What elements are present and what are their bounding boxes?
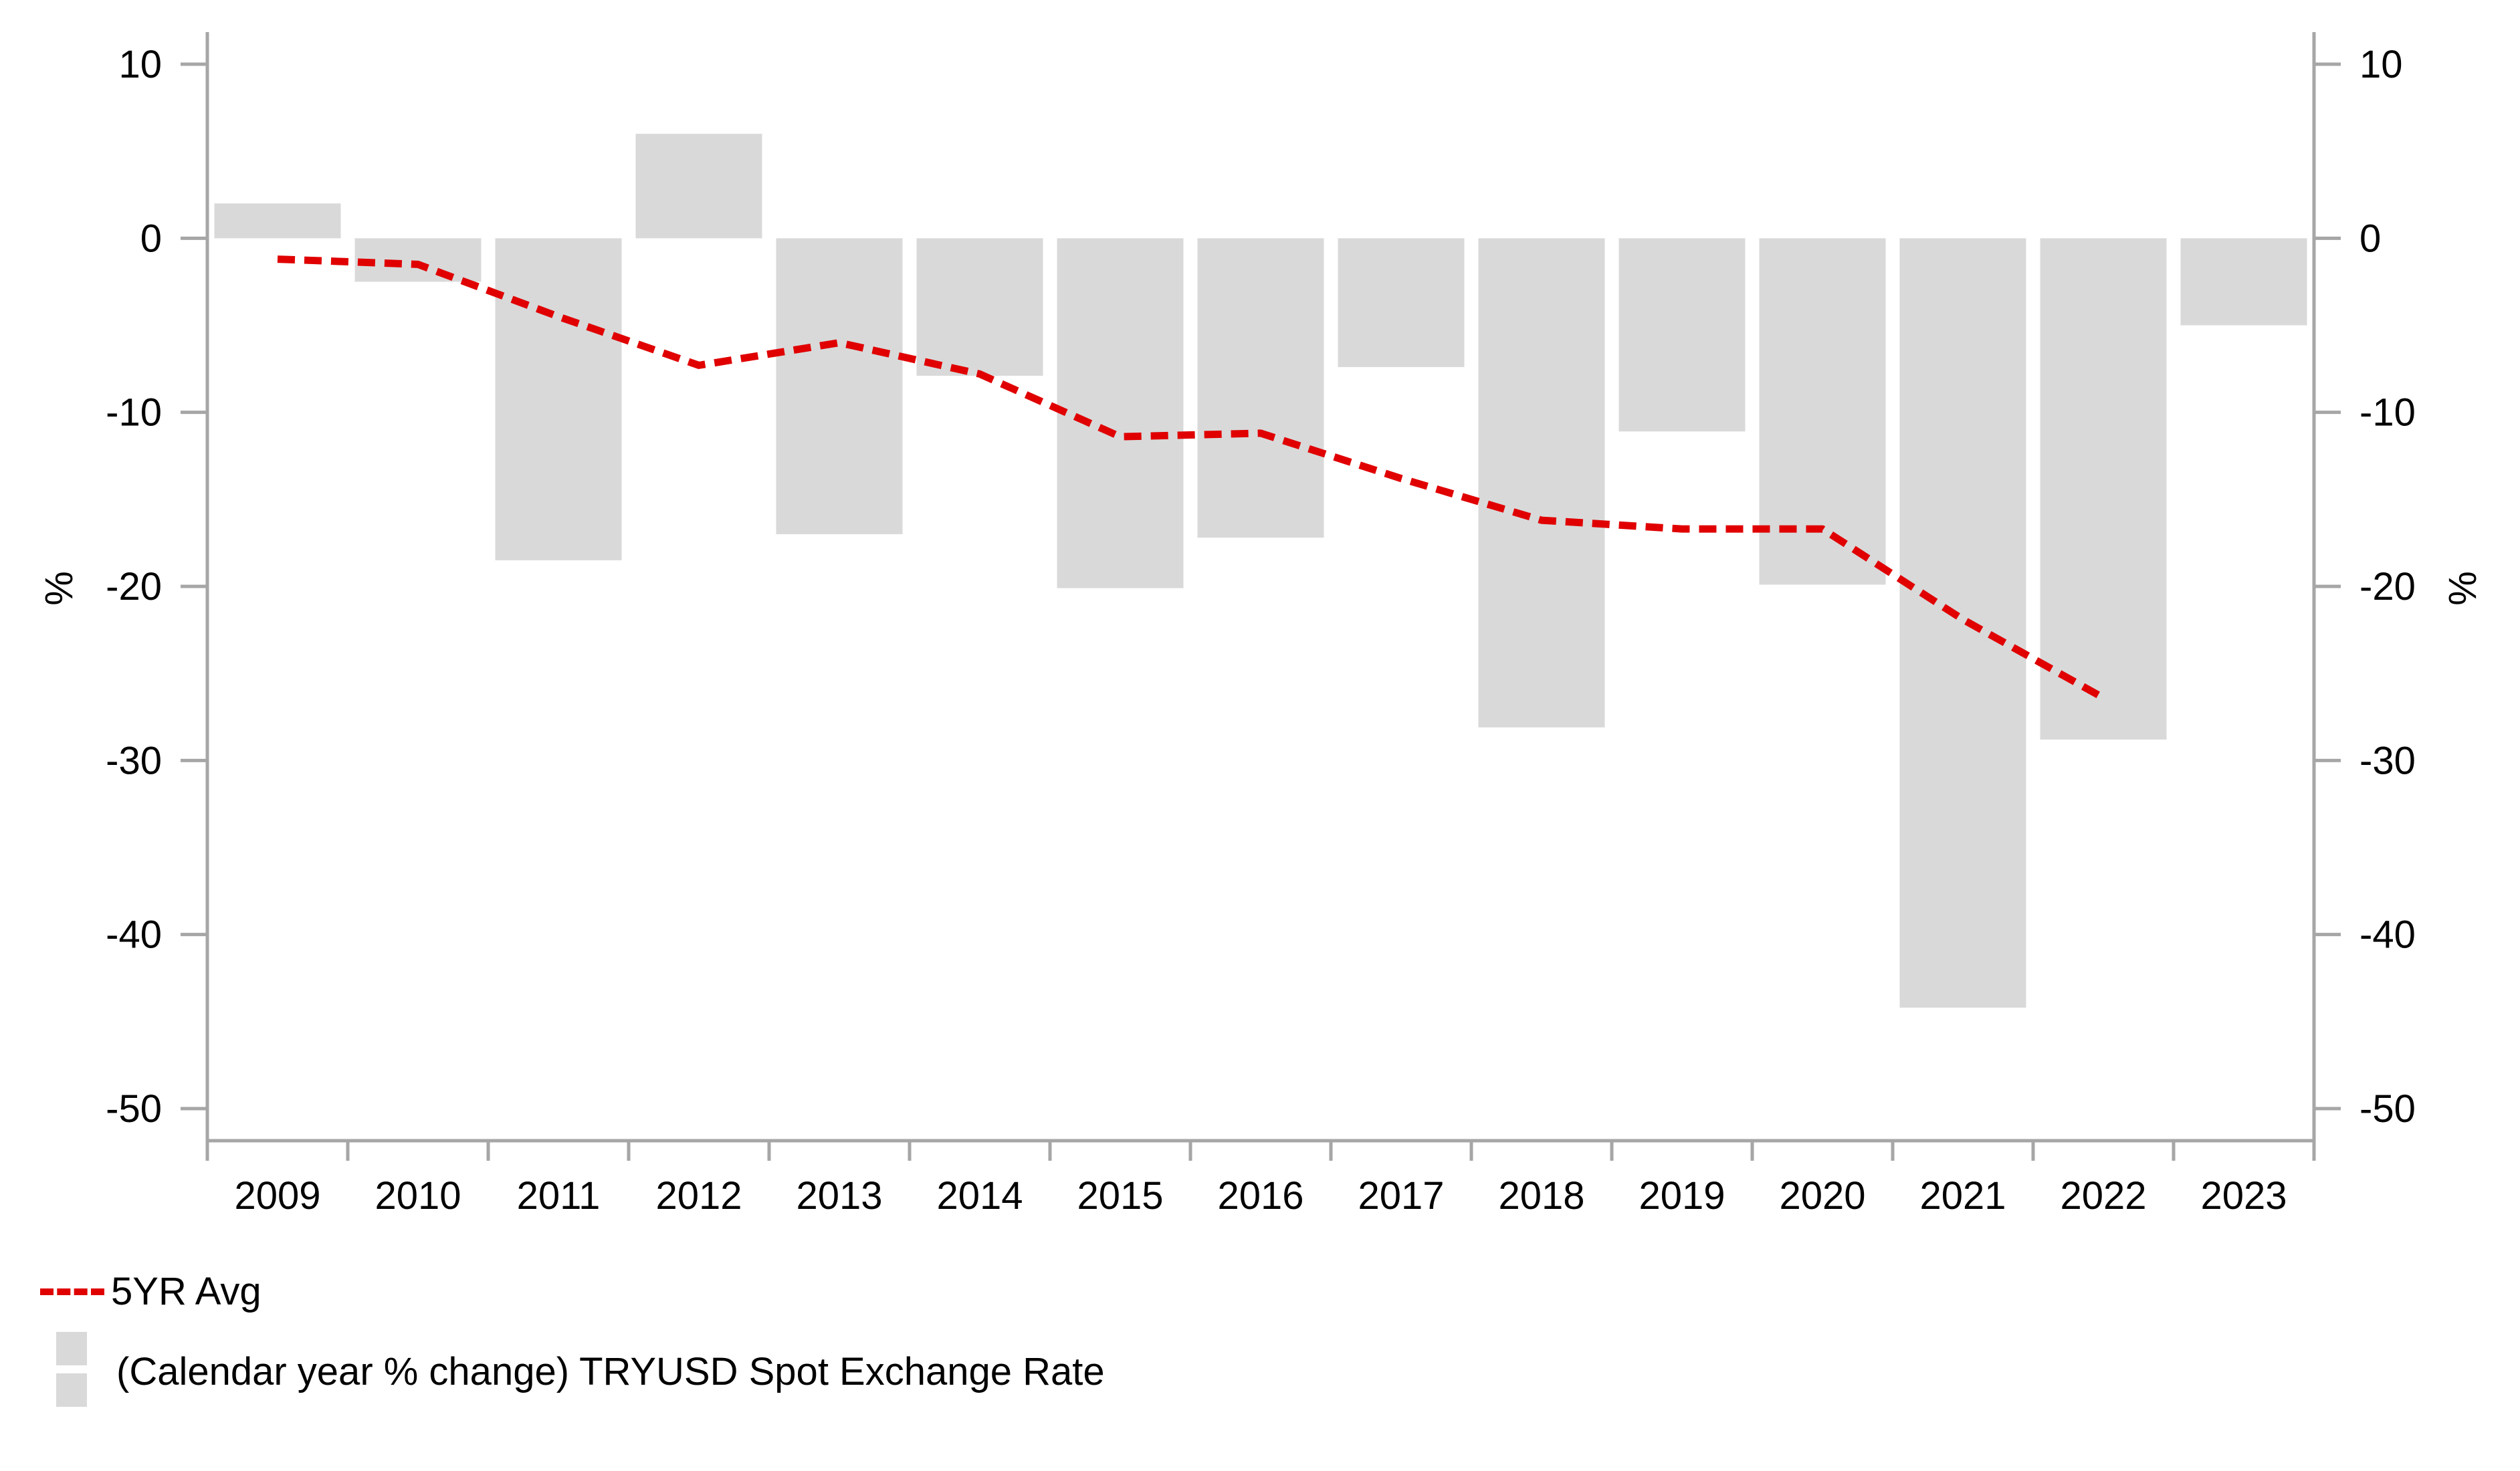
line-series <box>277 255 2105 701</box>
y-tick-label-left: -40 <box>106 913 162 957</box>
x-tick-label-2010: 2010 <box>375 1174 461 1218</box>
x-tick-label-2023: 2023 <box>2200 1174 2287 1218</box>
y-tick-label-left: 10 <box>118 43 162 86</box>
y-axis-title-right: % <box>2441 571 2485 606</box>
x-tick-label-2021: 2021 <box>1919 1174 2006 1218</box>
bar-2012 <box>635 134 762 239</box>
x-tick-label-2018: 2018 <box>1498 1174 1584 1218</box>
x-tick-label-2016: 2016 <box>1217 1174 1303 1218</box>
y-tick-label-right: -10 <box>2359 391 2416 435</box>
bar-2013 <box>776 238 903 534</box>
bar-2018 <box>1478 238 1605 727</box>
legend-label-spot-rate: (Calendar year % change) TRYUSD Spot Exc… <box>116 1350 1105 1393</box>
x-tick-label-2009: 2009 <box>234 1174 320 1218</box>
y-tick-label-left: -50 <box>106 1087 162 1131</box>
x-tick-label-2020: 2020 <box>1779 1174 1865 1218</box>
x-tick-label-2019: 2019 <box>1639 1174 1725 1218</box>
bar-2015 <box>1057 238 1184 588</box>
bar-2009 <box>214 203 341 239</box>
x-tick-label-2015: 2015 <box>1077 1174 1163 1218</box>
legend-line-swatch <box>40 1288 104 1295</box>
y-tick-label-right: -40 <box>2359 913 2416 957</box>
x-tick-label-2011: 2011 <box>517 1174 601 1218</box>
bar-2011 <box>495 238 622 560</box>
y-tick-label-left: -30 <box>106 739 162 782</box>
chart: 10 10 0 0 -10 -10 -20 -20 -30 -30 -40 -40 -50 -50 2009… <box>37 32 2485 1218</box>
bar-2019 <box>1618 238 1746 432</box>
bar-2020 <box>1759 238 1886 585</box>
y-tick-label-right: 0 <box>2359 217 2381 260</box>
bar-2014 <box>916 238 1043 376</box>
y-tick-label-right: -30 <box>2359 739 2416 782</box>
bar-2023 <box>2180 238 2307 326</box>
x-tick-label-2014: 2014 <box>936 1174 1023 1218</box>
x-tick-label-2012: 2012 <box>655 1174 742 1218</box>
legend-item-5yr-avg: 5YR Avg <box>40 1269 261 1314</box>
legend-label-5yr-avg: 5YR Avg <box>111 1270 261 1313</box>
bar-2016 <box>1197 238 1324 538</box>
bar-series <box>214 134 2307 1008</box>
bar-2021 <box>1899 238 2026 1008</box>
x-tick-label-2022: 2022 <box>2060 1174 2146 1218</box>
y-tick-label-right: -20 <box>2359 565 2416 608</box>
legend-item-spot-rate: (Calendar year % change) TRYUSD Spot Exc… <box>40 1331 1378 1418</box>
y-tick-label-left: -20 <box>106 565 162 608</box>
y-axis-title-left: % <box>37 571 81 606</box>
line-5yr-avg <box>277 255 2105 701</box>
y-tick-label-right: 10 <box>2359 43 2403 86</box>
x-tick-label-2013: 2013 <box>796 1174 882 1218</box>
y-tick-label-left: -10 <box>106 391 162 435</box>
bar-2017 <box>1338 238 1465 367</box>
y-tick-label-left: 0 <box>140 217 162 260</box>
tick-labels: 10 10 0 0 -10 -10 -20 -20 -30 -30 -40 -40 -50 -50 2009… <box>106 43 2416 1218</box>
legend-bar-swatch-bottom <box>56 1373 87 1407</box>
bar-2010 <box>354 238 482 282</box>
legend-bar-swatch-top <box>56 1332 87 1365</box>
axes <box>181 32 2341 1161</box>
x-tick-label-2017: 2017 <box>1358 1174 1444 1218</box>
y-tick-label-right: -50 <box>2359 1087 2416 1131</box>
bar-2022 <box>2040 238 2167 740</box>
